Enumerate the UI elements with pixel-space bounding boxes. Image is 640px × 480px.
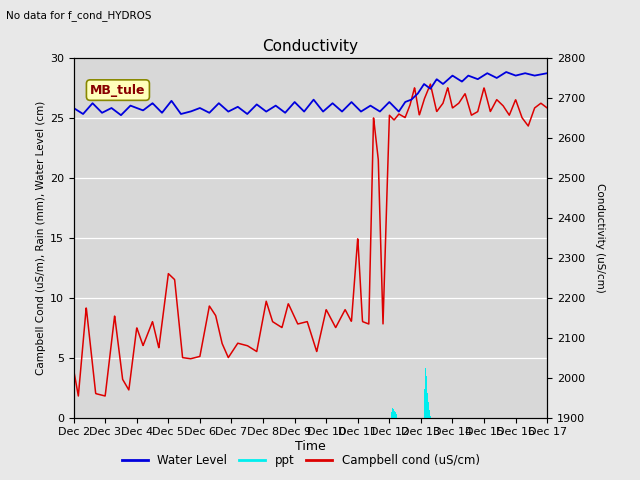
Title: Conductivity: Conductivity [262,39,358,54]
Bar [392,408,393,418]
Bar [393,409,394,418]
Text: MB_tule: MB_tule [90,84,146,96]
Bar [424,405,425,418]
Bar [396,415,397,418]
X-axis label: Time: Time [295,440,326,453]
Bar [392,409,394,418]
Bar [427,394,428,418]
Text: No data for f_cond_HYDROS: No data for f_cond_HYDROS [6,11,152,22]
Bar [425,382,426,418]
Bar [396,416,397,418]
Bar [396,416,397,418]
Bar [424,412,425,418]
Bar [426,389,428,418]
Y-axis label: Campbell Cond (uS/m), Rain (mm), Water Level (cm): Campbell Cond (uS/m), Rain (mm), Water L… [36,100,45,375]
Bar [427,396,428,418]
Bar [428,402,429,418]
Bar [429,413,430,418]
Bar [424,389,426,418]
Bar [395,413,396,418]
Bar [429,416,431,418]
Bar [391,414,392,418]
Bar [428,403,429,418]
Bar [428,407,429,418]
Bar [425,374,426,418]
Bar [392,409,393,418]
Bar [426,381,427,418]
Bar [390,417,392,418]
Bar [427,398,428,418]
Bar [396,414,397,418]
Bar [394,410,395,418]
Bar [395,412,396,418]
Legend: Water Level, ppt, Campbell cond (uS/cm): Water Level, ppt, Campbell cond (uS/cm) [117,449,484,472]
Bar [394,412,396,418]
Bar [426,385,427,418]
Y-axis label: Conductivity (uS/cm): Conductivity (uS/cm) [595,183,605,292]
Bar [426,376,427,418]
Bar [395,412,396,418]
Bar [393,409,394,418]
Bar [392,408,393,418]
Bar [428,405,429,418]
Bar [429,415,430,418]
Bar [394,411,395,418]
Bar [391,415,392,418]
Bar [391,412,392,418]
Bar [429,411,430,418]
Bar [393,410,394,418]
Bar [394,411,395,418]
Bar [424,397,425,418]
Bar [425,368,426,418]
